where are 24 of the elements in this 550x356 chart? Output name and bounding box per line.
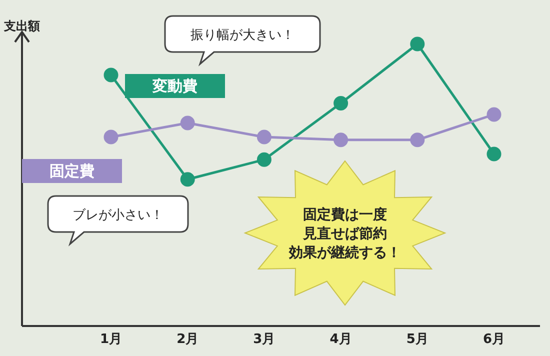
annotation: 固定費は一度見直せば節約効果が継続する！ [288,206,401,261]
x-tick-label: 5月 [406,332,428,348]
point [180,116,195,130]
x-tick-label: 3月 [253,332,276,348]
point [410,36,425,52]
x-tick-label: 2月 [176,332,199,348]
point [486,107,502,122]
point [104,130,118,144]
point [334,132,348,148]
x-tick-label: 6月 [482,332,506,348]
point [334,96,348,110]
point [410,132,425,148]
text: 振り幅が大きい！ [190,28,294,43]
point [180,172,195,187]
annotation: ブレが小さい！ [72,208,164,223]
series-label: 変動費 [152,77,198,95]
x-tick-label: 1月 [100,332,122,348]
point [256,130,272,144]
point [104,68,118,82]
x-tick-label: 4月 [330,332,352,348]
series-label: 固定費 [50,162,94,180]
point [486,146,502,162]
point [256,152,272,167]
y-axis-title: 支出額 [3,19,40,33]
